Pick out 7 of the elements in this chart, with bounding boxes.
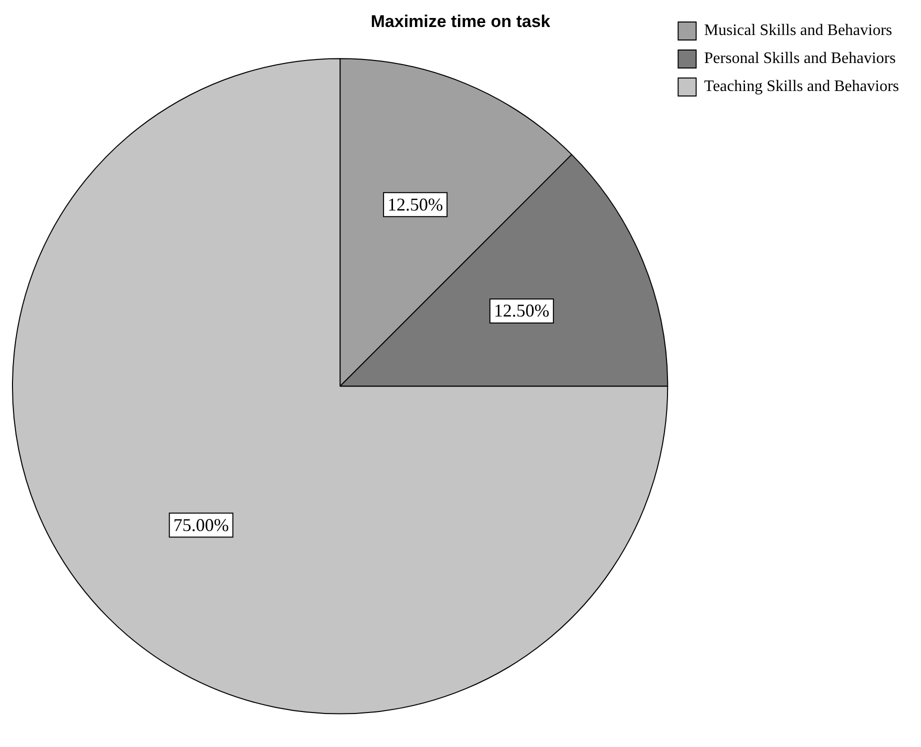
data-label: 12.50% [494,300,550,321]
chart-title: Maximize time on task [370,12,551,31]
legend-label: Teaching Skills and Behaviors [704,78,899,96]
data-label: 75.00% [173,514,229,535]
legend-label: Musical Skills and Behaviors [704,22,892,40]
data-label: 12.50% [388,194,444,214]
legend-label: Personal Skills and Behaviors [704,50,896,68]
